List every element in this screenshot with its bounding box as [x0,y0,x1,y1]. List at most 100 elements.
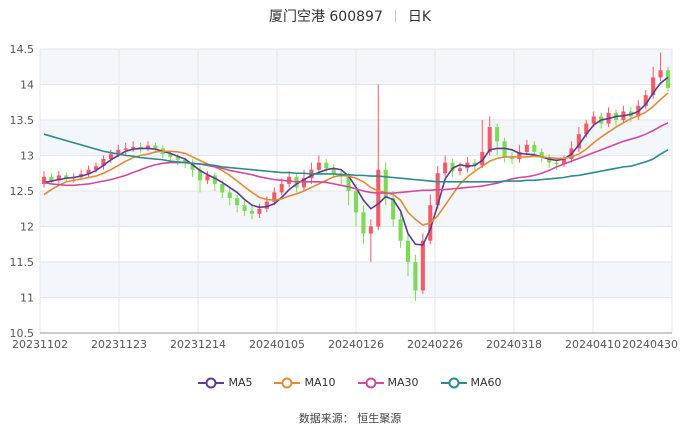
candle-body [257,208,262,214]
candle-body [450,162,455,172]
candle-body [346,176,351,191]
y-tick-label: 11.5 [10,256,35,269]
candle-body [331,168,336,174]
candle-body [584,123,589,135]
candle-body [168,154,173,157]
legend-item-ma10[interactable]: MA10 [274,376,336,389]
x-tick-label: 20240410 [565,338,621,351]
candle-body [457,168,463,172]
candle-body [264,201,269,209]
candle-body [353,191,359,213]
series-line-ma10 [43,92,669,226]
candle-body [591,116,596,124]
candle-body [153,145,158,149]
y-tick-label: 14.5 [10,43,35,56]
x-tick-label: 20240126 [328,338,384,351]
candle-body [235,198,240,206]
candle-body [249,210,255,214]
x-tick-label: 20231123 [91,338,147,351]
candle-body [480,151,485,166]
candle-body [517,151,522,160]
candle-body [665,70,671,89]
candle-body [197,169,203,181]
candle-body [509,156,515,160]
candle-body [116,149,121,155]
candle-body [495,127,500,142]
candle-body [93,166,99,170]
legend-item-ma30[interactable]: MA30 [357,376,419,389]
candle-body [212,175,217,184]
candle-body [383,169,388,199]
legend-label-ma5: MA5 [228,376,253,389]
period-label: 日K [407,9,432,25]
candle-body [41,176,47,184]
x-tick-label: 20231214 [170,338,226,351]
candle-body [123,148,128,150]
candle-body [524,144,529,152]
candle-body [131,146,136,149]
x-tick-label: 20240318 [486,338,542,351]
ma60-legend-icon [440,377,467,388]
y-tick-label: 14 [20,79,34,92]
candle-body [539,151,544,157]
candle-body [405,240,411,262]
legend-label-ma10: MA10 [304,376,336,389]
candle-body [227,192,232,199]
candle-body [56,175,61,181]
candle-body [324,162,329,169]
candle-body [443,162,448,174]
data-source-label: 数据来源： 恒生聚源 [298,412,402,425]
y-tick-label: 13 [20,150,34,163]
y-tick-label: 12 [20,221,34,234]
legend-item-ma60[interactable]: MA60 [440,376,502,389]
candle-body [643,95,648,106]
candle-body [398,219,403,241]
candle-body [368,226,373,234]
legend-item-ma5[interactable]: MA5 [198,376,252,389]
x-tick-label: 20231102 [12,338,68,351]
candle-body [242,205,247,211]
candle-body [487,127,492,152]
candle-body [561,159,567,165]
candle-body [86,169,91,174]
candle-body [108,154,113,160]
chart-title: 厦门空港 600897 日K [0,6,700,26]
ma10-legend-icon [274,377,301,388]
candle-body [554,162,559,165]
stock-title: 厦门空港 600897 [268,9,383,25]
candle-body [361,212,366,234]
candle-body [272,192,277,202]
candle-body [175,156,180,160]
candle-body [64,175,69,179]
candle-body [420,240,425,291]
series-line-ma60 [43,133,669,183]
candle-body [205,175,210,181]
candle-body [413,262,418,291]
ma5-legend-icon [198,377,225,388]
candle-body [279,183,284,193]
candle-body [183,159,188,163]
ma30-legend-icon [357,377,384,388]
candle-body [101,159,106,167]
candle-body [301,178,307,188]
chart-legend: MA5 MA10 MA30 MA60 [0,376,700,389]
candle-body [391,198,396,220]
candle-body [220,183,225,193]
legend-label-ma30: MA30 [387,376,419,389]
candle-body [376,169,381,227]
candle-body [576,134,581,149]
x-tick-label: 20240430 [622,338,678,351]
candle-body [658,70,663,78]
candle-body [190,162,195,170]
x-tick-label: 20240105 [249,338,305,351]
candle-body [49,176,54,181]
candle-body [316,162,321,170]
series-line-ma30 [43,122,669,194]
y-tick-label: 13.5 [10,114,35,127]
y-tick-label: 10.5 [10,327,35,340]
y-tick-label: 12.5 [10,185,35,198]
candle-body [651,77,656,96]
x-tick-label: 20240226 [407,338,463,351]
y-tick-label: 11 [20,292,34,305]
